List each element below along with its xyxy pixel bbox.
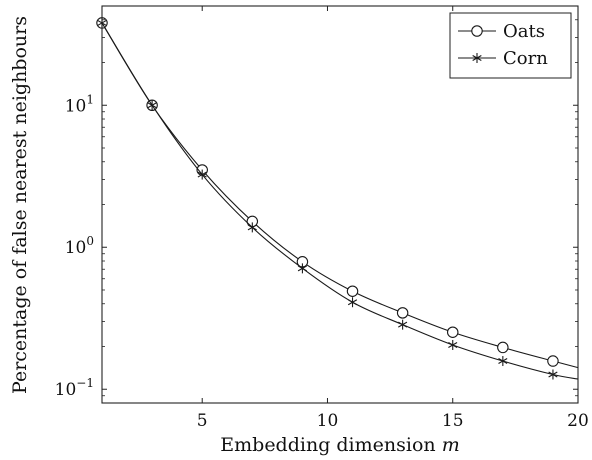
data-point-corn — [398, 319, 408, 330]
legend-marker-corn-stroke — [472, 55, 482, 61]
legend-marker-oats — [471, 25, 483, 37]
data-point-oats — [497, 341, 509, 354]
data-point-corn — [297, 263, 308, 274]
legend-label-corn: Corn — [503, 48, 548, 69]
data-point-corn — [448, 339, 458, 350]
x-tick-label: 5 — [197, 411, 208, 431]
legend-box — [449, 12, 572, 79]
data-point-oats — [346, 285, 359, 297]
series-line-corn — [101, 22, 579, 380]
data-point-corn-stroke — [147, 102, 157, 109]
data-point-oats — [396, 307, 409, 319]
legend: Oats Corn — [449, 12, 572, 79]
data-point-corn-stroke — [398, 321, 408, 328]
data-point-corn — [498, 356, 508, 367]
data-point-corn-stroke — [448, 341, 458, 348]
x-axis-label-variable: m — [442, 434, 460, 456]
y-tick-label: 10−1 — [55, 376, 94, 400]
data-point-corn — [548, 369, 558, 380]
x-axis-label: Embedding dimension m — [220, 434, 459, 456]
data-point-corn-stroke — [548, 371, 558, 378]
x-tick-label: 20 — [567, 411, 589, 431]
x-tick-label: 15 — [442, 411, 464, 431]
data-point-corn — [247, 222, 257, 233]
series-line-oats — [101, 22, 579, 369]
y-tick-label: 100 — [65, 234, 94, 258]
data-point-corn-stroke — [247, 224, 257, 231]
data-point-corn-stroke — [297, 265, 308, 272]
data-point-corn — [347, 297, 358, 308]
x-axis-label-text: Embedding dimension — [220, 434, 435, 456]
data-point-corn — [197, 169, 207, 180]
data-point-corn — [147, 100, 157, 111]
x-tick-label: 10 — [317, 411, 339, 431]
legend-label-oats: Oats — [503, 21, 545, 42]
data-point-corn-stroke — [347, 299, 358, 306]
data-point-corn-stroke — [197, 171, 207, 178]
y-tick-label: 101 — [65, 92, 94, 116]
y-axis-label: Percentage of false nearest neighbours — [9, 16, 31, 394]
data-point-oats — [446, 326, 459, 338]
legend-marker-corn — [472, 53, 482, 63]
data-point-corn-stroke — [498, 358, 508, 365]
data-point-oats — [547, 355, 559, 367]
